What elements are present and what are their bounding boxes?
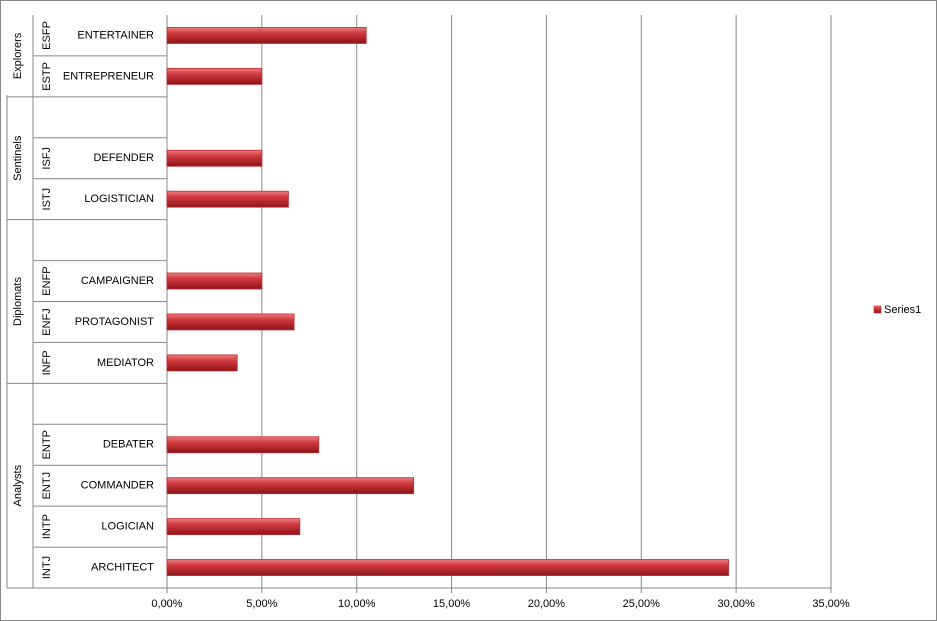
bar xyxy=(166,477,415,495)
category-label: PROTAGONIST xyxy=(75,316,155,328)
category-label: DEFENDER xyxy=(93,152,154,164)
category-code: ENTP xyxy=(41,430,53,459)
category-label: CAMPAIGNER xyxy=(81,275,154,287)
bar xyxy=(166,149,263,167)
x-tick-label: 30,00% xyxy=(717,598,755,610)
category-label: LOGICIAN xyxy=(101,521,154,533)
x-tick-label: 25,00% xyxy=(623,598,661,610)
category-code: INTJ xyxy=(41,556,53,579)
category-code: ESFP xyxy=(41,21,53,50)
x-tick-label: 20,00% xyxy=(528,598,566,610)
x-tick-label: 15,00% xyxy=(433,598,471,610)
legend-swatch xyxy=(873,305,882,314)
bar xyxy=(166,67,263,85)
category-code: ENTJ xyxy=(41,472,53,500)
x-tick-label: 35,00% xyxy=(812,598,850,610)
category-code: INFP xyxy=(41,350,53,375)
category-label: ENTREPRENEUR xyxy=(63,70,154,82)
category-label: LOGISTICIAN xyxy=(84,193,154,205)
group-label: Sentinels xyxy=(12,135,24,181)
x-tick-label: 5,00% xyxy=(246,598,277,610)
bar xyxy=(166,559,729,576)
legend-label: Series1 xyxy=(884,304,921,316)
bar xyxy=(166,436,320,454)
group-label: Explorers xyxy=(12,32,24,79)
group-label: Analysts xyxy=(12,464,24,506)
category-label: MEDIATOR xyxy=(97,357,154,369)
bar xyxy=(166,190,289,208)
category-code: ENFJ xyxy=(41,308,53,336)
bar xyxy=(166,27,367,44)
x-tick-label: 0,00% xyxy=(151,598,182,610)
category-code: ENFP xyxy=(41,266,53,295)
bar xyxy=(166,313,295,331)
bar xyxy=(166,272,263,290)
category-code: ISFJ xyxy=(41,147,53,170)
category-code: ESTP xyxy=(41,62,53,91)
category-label: ARCHITECT xyxy=(91,561,154,573)
bar xyxy=(166,518,301,536)
category-label: COMMANDER xyxy=(81,480,154,492)
category-label: DEBATER xyxy=(103,439,154,451)
bar xyxy=(166,354,238,372)
x-tick-label: 10,00% xyxy=(338,598,376,610)
category-code: ISTJ xyxy=(41,188,53,211)
category-code: INTP xyxy=(41,514,53,539)
category-label: ENTERTAINER xyxy=(77,29,154,41)
group-label: Diplomats xyxy=(12,277,24,326)
